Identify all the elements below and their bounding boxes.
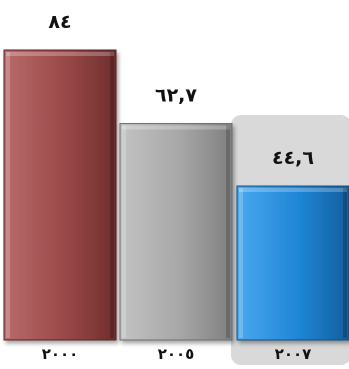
bar-bevel-right bbox=[343, 188, 347, 338]
category-label: ٢٠٠٥ bbox=[158, 345, 195, 363]
bar-bevel-left bbox=[6, 52, 10, 338]
bar-٢٠٠٠ bbox=[3, 49, 117, 341]
bar-٢٠٠٧ bbox=[236, 185, 349, 341]
bar-rect bbox=[3, 49, 117, 341]
value-label: ٤٤,٦ bbox=[272, 147, 314, 169]
bar-bevel-top bbox=[122, 125, 230, 130]
category-label: ٢٠٠٧ bbox=[275, 345, 312, 363]
bar-bevel-left bbox=[122, 125, 126, 339]
bar-٢٠٠٥ bbox=[119, 123, 233, 341]
bar-bevel-top bbox=[6, 52, 114, 56]
bar-bevel-right bbox=[110, 52, 114, 338]
bar-rect bbox=[236, 185, 349, 341]
value-label: ٨٤ bbox=[48, 11, 71, 33]
bar-rect bbox=[119, 123, 233, 341]
value-label: ٦٢,٧ bbox=[155, 85, 197, 107]
category-label: ٢٠٠٠ bbox=[42, 345, 79, 363]
bar-bevel-top bbox=[239, 188, 347, 193]
bar-bevel-left bbox=[239, 188, 243, 338]
bar-bevel-right bbox=[226, 125, 230, 339]
